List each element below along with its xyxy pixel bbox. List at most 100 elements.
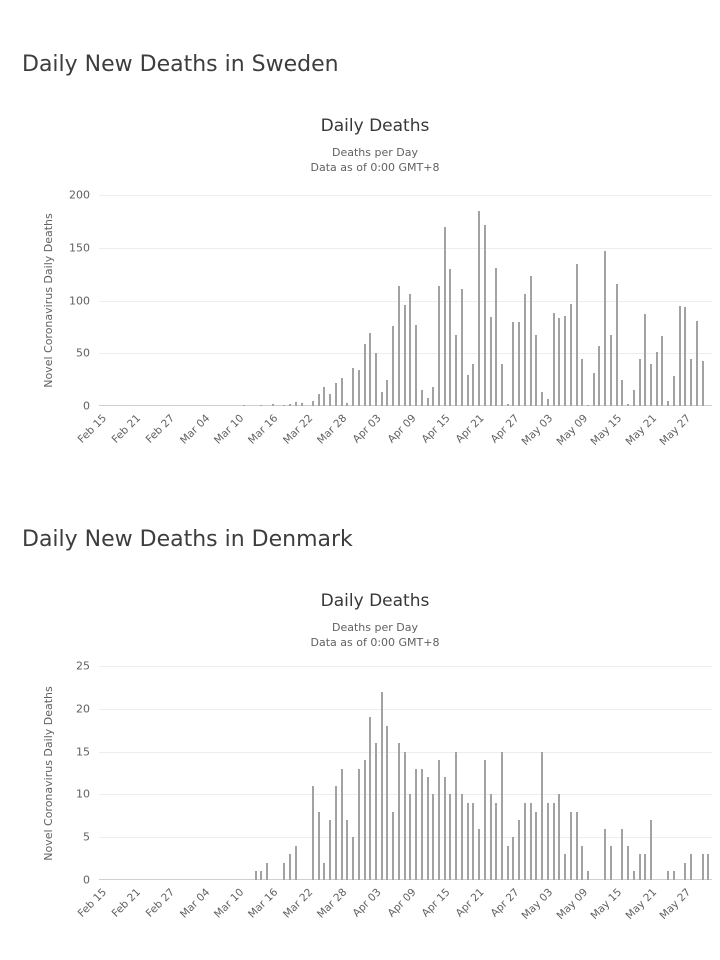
bar	[546, 803, 549, 880]
chart-title: Daily Deaths	[320, 116, 430, 136]
x-tick-label: Mar 16	[246, 886, 281, 921]
bar	[346, 820, 349, 880]
x-tick-label: Apr 09	[385, 886, 419, 920]
y-tick-label: 0	[83, 873, 90, 887]
plot-area-denmark: Novel Coronavirus Daily Deaths 0 5 10 15 20 2…	[42, 661, 712, 922]
bar	[323, 387, 326, 406]
chart-subtitle: Deaths per Day Data as of 0:00 GMT+8	[30, 620, 720, 650]
x-tick-label: Feb 21	[109, 886, 144, 920]
bar	[632, 390, 635, 406]
chart-title: Daily Deaths	[320, 591, 430, 611]
section-sweden: Daily New Deaths in Sweden Daily Deaths …	[0, 0, 720, 448]
bar	[518, 322, 521, 406]
bar	[546, 399, 549, 406]
x-tick-label: Feb 27	[144, 886, 178, 920]
x-tick-label: Apr 21	[453, 886, 487, 920]
bar	[483, 225, 486, 406]
bar	[512, 322, 515, 406]
y-tick-label: 15	[76, 745, 90, 759]
x-tick-label: Apr 27	[488, 886, 522, 920]
bar	[575, 264, 578, 406]
bar	[357, 769, 360, 880]
bar	[581, 359, 584, 406]
bar	[621, 829, 624, 880]
bar	[609, 846, 612, 880]
bar	[690, 359, 693, 406]
y-tick-label: 5	[83, 830, 90, 844]
bar	[529, 803, 532, 880]
bar	[283, 863, 286, 880]
bar	[449, 269, 452, 406]
bar	[495, 268, 498, 406]
y-tick-label: 200	[69, 188, 90, 202]
bar	[501, 752, 504, 880]
bar	[478, 211, 481, 406]
bar	[260, 405, 263, 406]
bar	[409, 294, 412, 406]
bar	[604, 251, 607, 406]
bar	[472, 364, 475, 406]
x-tick-label: Apr 03	[350, 886, 384, 920]
bar	[615, 284, 618, 406]
bar	[311, 401, 314, 406]
y-tick-label: 0	[83, 399, 90, 413]
bar	[346, 403, 349, 406]
bar	[483, 760, 486, 880]
bar	[432, 387, 435, 406]
bar	[667, 401, 670, 406]
bar	[466, 375, 469, 406]
bar	[392, 812, 395, 880]
bar	[369, 717, 372, 880]
x-tick-label: Mar 28	[315, 886, 350, 921]
bar	[260, 871, 263, 880]
gridline	[99, 301, 712, 302]
bar	[323, 863, 326, 880]
section-denmark: Daily New Deaths in Denmark Daily Deaths…	[0, 406, 720, 922]
bar	[374, 743, 377, 880]
bar	[489, 794, 492, 880]
bar	[386, 380, 389, 406]
bar	[649, 364, 652, 406]
bar	[535, 335, 538, 406]
bar	[558, 318, 561, 406]
gridline	[99, 666, 712, 667]
x-tick-label: Mar 22	[280, 886, 316, 921]
bar	[478, 829, 481, 880]
bar	[352, 368, 355, 406]
bar	[672, 871, 675, 880]
x-tick-label: May 15	[588, 886, 625, 922]
bar	[294, 402, 297, 406]
bar	[460, 289, 463, 406]
y-tick-label: 100	[69, 294, 90, 307]
bar	[541, 752, 544, 880]
chart-subtitle-line2: Data as of 0:00 GMT+8	[310, 161, 440, 174]
page-title-sweden: Daily New Deaths in Sweden	[22, 52, 339, 77]
plot-area-sweden: Novel Coronavirus Daily Deaths 0 50 100 150…	[42, 190, 712, 448]
bar	[592, 373, 595, 406]
bar	[489, 317, 492, 406]
bar	[397, 286, 400, 406]
bar	[564, 854, 567, 880]
bar	[317, 394, 320, 406]
bar	[460, 794, 463, 880]
bar	[329, 394, 332, 406]
bar	[329, 820, 332, 880]
chart-subtitle: Deaths per Day Data as of 0:00 GMT+8	[30, 145, 720, 175]
bar	[311, 786, 314, 880]
bar	[363, 344, 366, 406]
y-tick-label: 10	[76, 787, 90, 801]
bar	[667, 871, 670, 880]
bar	[380, 692, 383, 880]
bar	[357, 370, 360, 406]
bar	[638, 359, 641, 406]
chart-subtitle-line1: Deaths per Day	[332, 146, 418, 159]
bar	[443, 777, 446, 880]
bar	[352, 837, 355, 880]
bar	[672, 376, 675, 406]
bar	[254, 871, 257, 880]
chart-header: Daily Deaths Deaths per Day Data as of 0…	[0, 591, 720, 650]
x-tick-label: May 21	[623, 886, 659, 922]
bar	[684, 863, 687, 880]
bar	[506, 404, 509, 406]
